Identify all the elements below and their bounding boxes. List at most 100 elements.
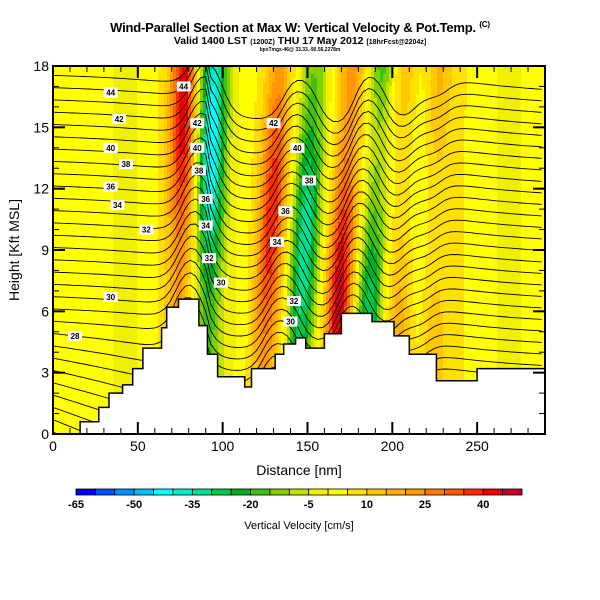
field-cell [212, 182, 216, 187]
field-cell [68, 282, 72, 287]
field-cell [203, 274, 207, 279]
field-cell [212, 162, 216, 167]
field-cell [71, 318, 75, 323]
field-cell [155, 318, 159, 323]
field-cell [155, 286, 159, 291]
field-cell [164, 126, 168, 131]
field-cell [167, 294, 171, 299]
field-cell [173, 186, 177, 191]
field-cell [164, 166, 168, 171]
field-cell [143, 98, 147, 103]
field-cell [161, 286, 165, 291]
field-cell [170, 106, 174, 111]
field-cell [62, 70, 66, 75]
field-cell [86, 166, 90, 171]
field-cell [77, 210, 81, 215]
field-cell [212, 194, 216, 199]
field-cell [203, 302, 207, 307]
field-cell [56, 378, 60, 383]
field-cell [92, 278, 96, 283]
field-cell [107, 374, 111, 379]
field-cell [170, 170, 174, 175]
field-cell [161, 202, 165, 207]
field-cell [140, 210, 144, 215]
field-cell [179, 182, 183, 187]
field-cell [173, 66, 177, 71]
field-cell [113, 66, 117, 71]
field-cell [128, 130, 132, 135]
field-cell [191, 278, 195, 283]
field-cell [80, 90, 84, 95]
field-cell [164, 138, 168, 143]
field-cell [71, 358, 75, 363]
field-cell [200, 298, 204, 303]
field-cell [101, 98, 105, 103]
field-cell [167, 78, 171, 83]
field-cell [56, 226, 60, 231]
field-cell [62, 114, 66, 119]
field-cell [137, 98, 141, 103]
field-cell [92, 186, 96, 191]
field-cell [155, 218, 159, 223]
field-cell [152, 98, 156, 103]
field-cell [164, 270, 168, 275]
field-cell [128, 378, 132, 383]
field-cell [119, 222, 123, 227]
field-cell [119, 362, 123, 367]
field-cell [212, 126, 216, 131]
field-cell [155, 246, 159, 251]
field-cell [116, 358, 120, 363]
field-cell [62, 178, 66, 183]
field-cell [158, 282, 162, 287]
field-cell [152, 302, 156, 307]
field-cell [167, 178, 171, 183]
field-cell [86, 178, 90, 183]
field-cell [86, 158, 90, 163]
field-cell [116, 330, 120, 335]
field-cell [206, 294, 210, 299]
field-cell [98, 278, 102, 283]
field-cell [122, 374, 126, 379]
field-cell [212, 178, 216, 183]
field-cell [113, 306, 117, 311]
field-cell [62, 74, 66, 79]
field-cell [65, 302, 69, 307]
field-cell [143, 206, 147, 211]
field-cell [92, 342, 96, 347]
field-cell [200, 98, 204, 103]
field-cell [149, 134, 153, 139]
field-cell [194, 154, 198, 159]
field-cell [122, 270, 126, 275]
field-cell [95, 394, 99, 399]
field-cell [200, 174, 204, 179]
field-cell [140, 314, 144, 319]
field-cell [206, 270, 210, 275]
field-cell [173, 94, 177, 99]
field-cell [74, 366, 78, 371]
field-cell [119, 126, 123, 131]
field-cell [89, 278, 93, 283]
field-cell [71, 422, 75, 427]
field-cell [176, 70, 180, 75]
field-cell [65, 182, 69, 187]
field-cell [152, 190, 156, 195]
field-cell [110, 130, 114, 135]
field-cell [146, 194, 150, 199]
field-cell [206, 114, 210, 119]
field-cell [134, 122, 138, 127]
field-cell [56, 162, 60, 167]
field-cell [62, 430, 66, 434]
field-cell [116, 126, 120, 131]
field-cell [182, 142, 186, 147]
field-cell [95, 270, 99, 275]
field-cell [134, 186, 138, 191]
field-cell [137, 346, 141, 351]
field-cell [80, 250, 84, 255]
field-cell [59, 102, 63, 107]
field-cell [101, 194, 105, 199]
field-cell [101, 218, 105, 223]
field-cell [203, 134, 207, 139]
field-cell [134, 126, 138, 131]
field-cell [128, 302, 132, 307]
field-cell [107, 126, 111, 131]
